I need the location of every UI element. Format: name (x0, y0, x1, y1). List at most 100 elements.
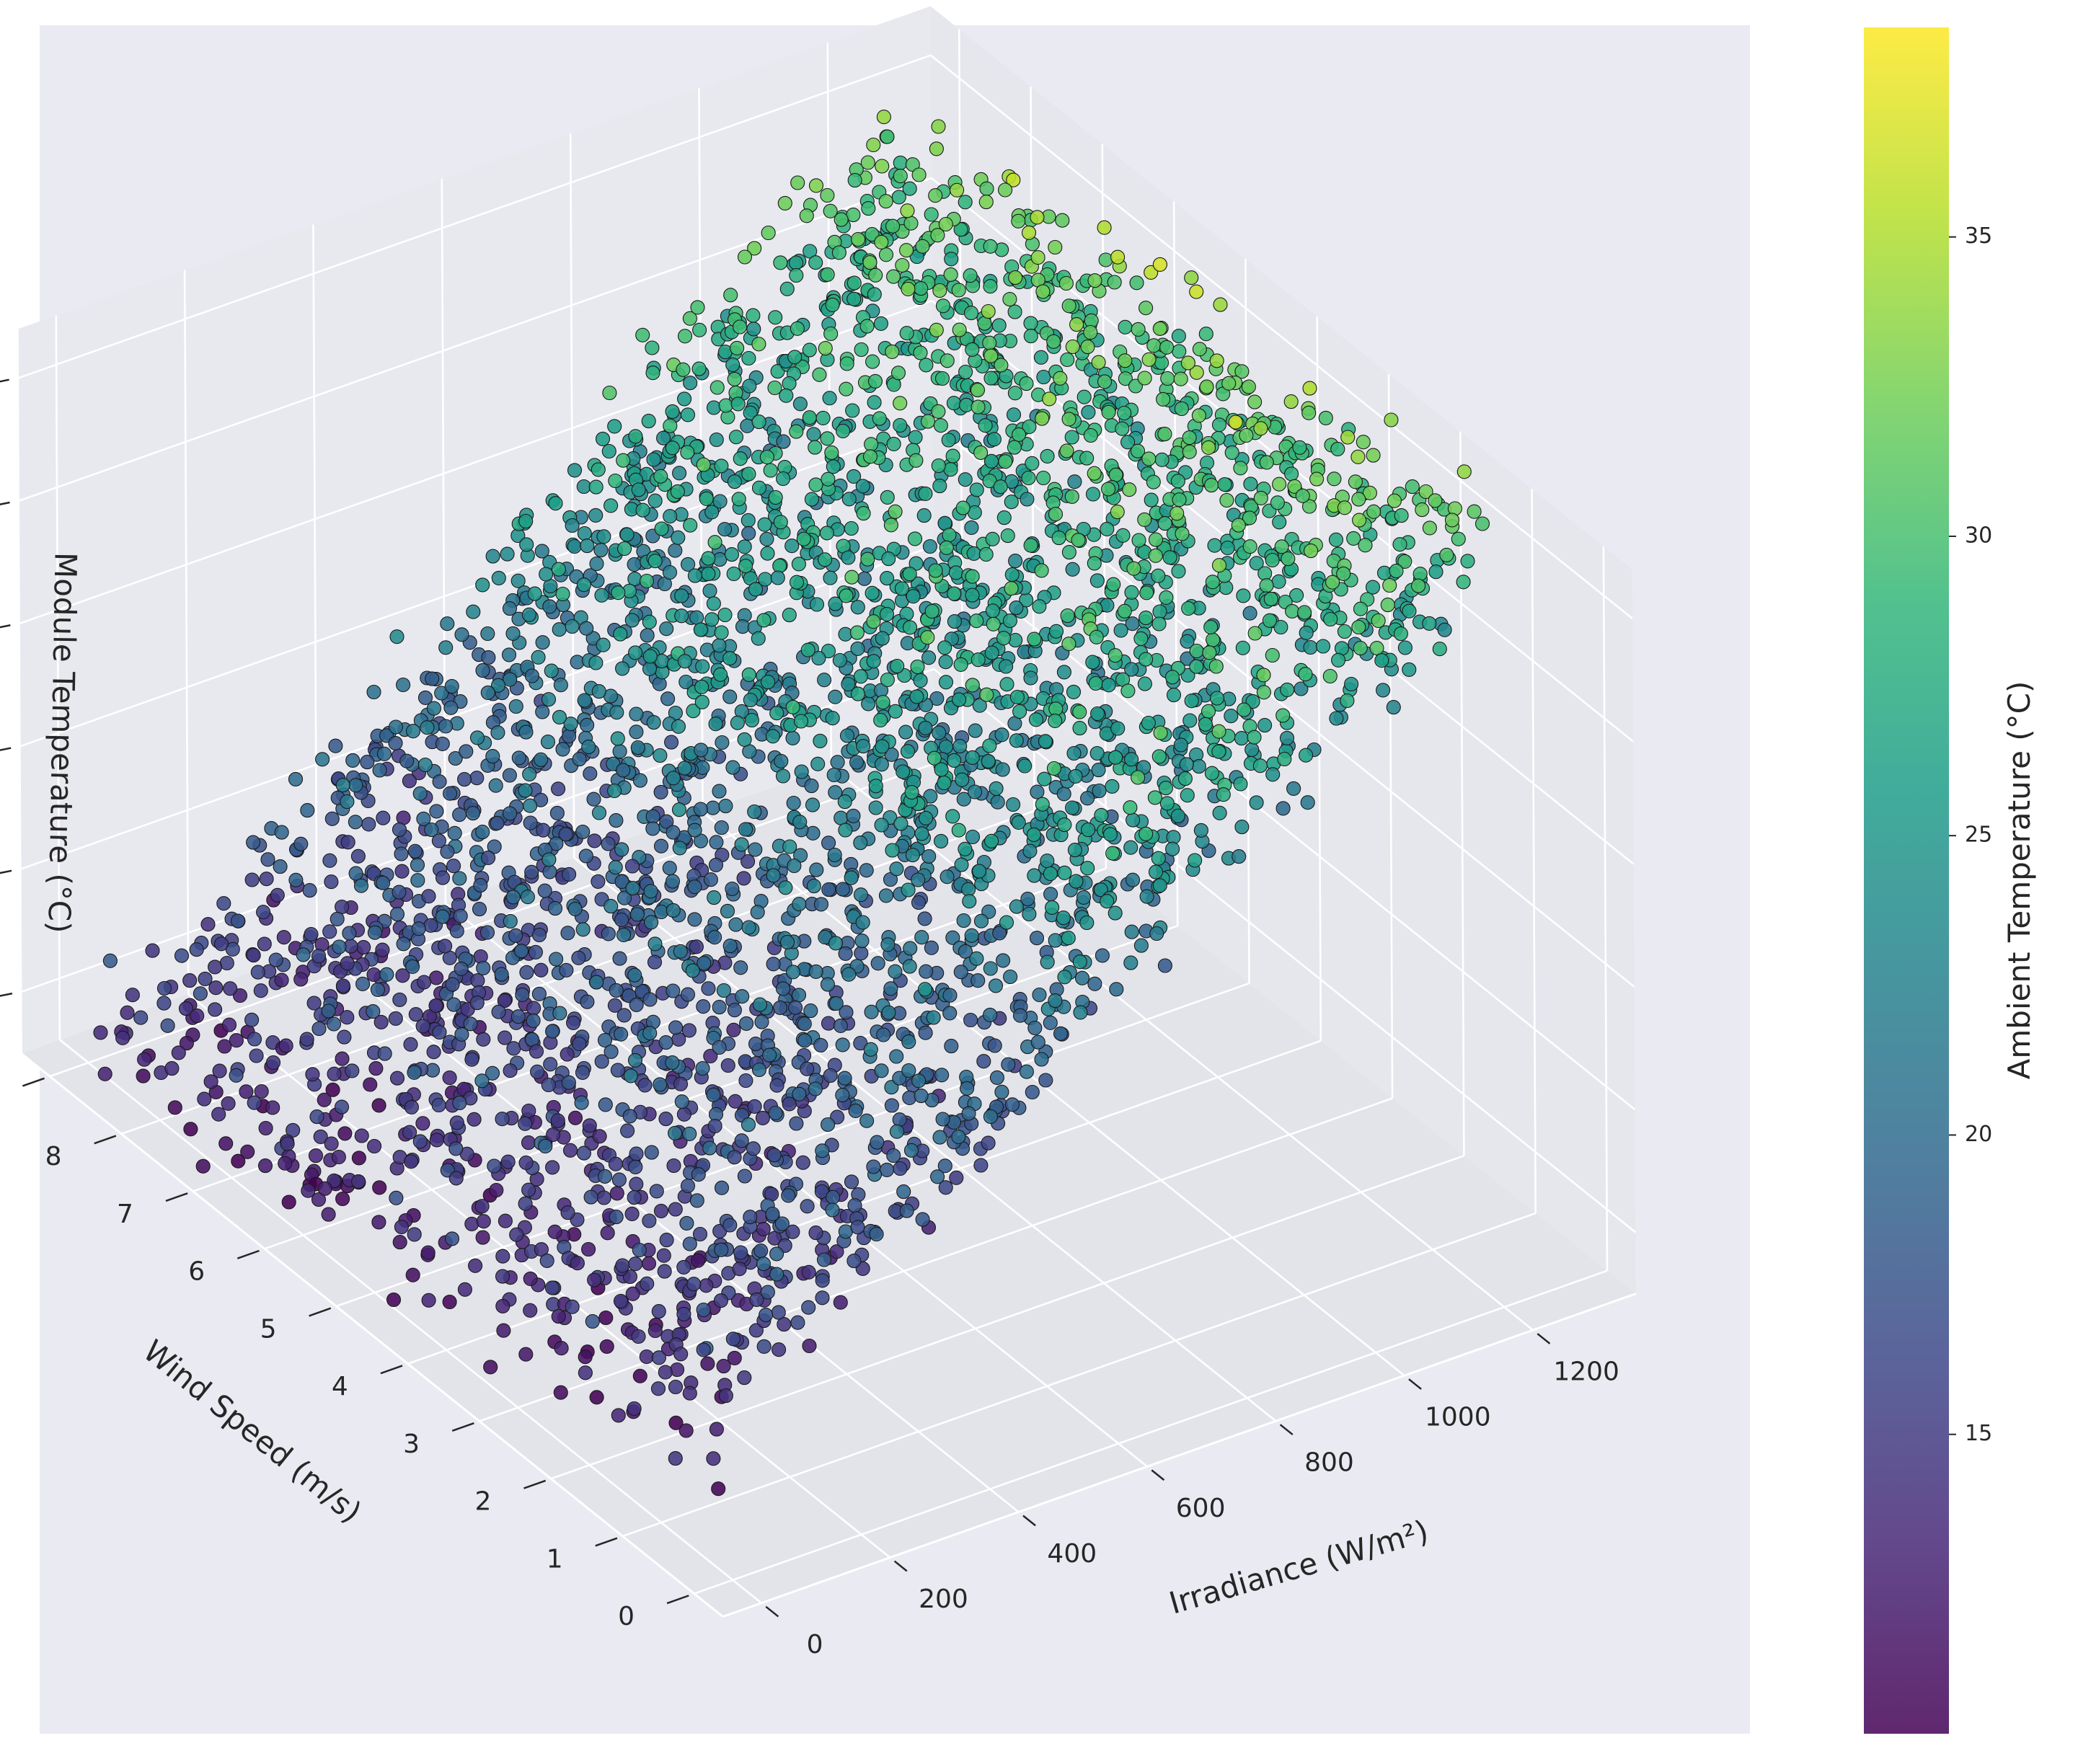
scatter-point (637, 1078, 653, 1093)
scatter-point (552, 1006, 567, 1021)
scatter-point (500, 1154, 516, 1169)
floor-pane (21, 730, 1636, 1617)
scatter-point (457, 1282, 472, 1297)
scatter-point (589, 556, 604, 572)
scatter-point (736, 871, 751, 886)
scatter-point (1043, 887, 1058, 902)
scatter-point (901, 281, 916, 296)
scatter-point (647, 954, 663, 970)
scatter-point (1020, 492, 1035, 507)
scatter-point (483, 1360, 498, 1375)
scatter-point (971, 399, 986, 415)
scatter-point (991, 318, 1007, 333)
scatter-point (1428, 564, 1443, 580)
scatter-point (902, 959, 917, 974)
scatter-point (360, 755, 375, 770)
scatter-point (983, 371, 999, 386)
scatter-point (889, 1049, 904, 1064)
scatter-point (772, 1000, 788, 1015)
scatter-point (1380, 598, 1395, 613)
scatter-point (716, 983, 731, 998)
scatter-point (354, 1128, 369, 1143)
scatter-point (878, 247, 894, 262)
scatter-point (1397, 554, 1412, 569)
scatter-point (969, 613, 984, 629)
scatter-point (905, 848, 920, 863)
scatter-point (519, 965, 534, 980)
scatter-point (687, 912, 702, 927)
scatter-point (472, 902, 487, 917)
scatter-point (302, 883, 317, 898)
scatter-point (1093, 882, 1108, 897)
scatter-point (701, 551, 716, 566)
scatter-point (1164, 670, 1180, 685)
scatter-point (668, 543, 683, 558)
scatter-point (850, 600, 865, 615)
scatter-point (325, 1082, 340, 1097)
scatter-point (317, 1181, 332, 1196)
scatter-point (937, 775, 952, 791)
scatter-point (782, 376, 797, 391)
scatter-point (983, 1007, 998, 1022)
scatter-point (687, 879, 702, 895)
scatter-point (707, 1118, 722, 1134)
scatter-point (587, 1272, 602, 1287)
scatter-point (934, 1068, 950, 1083)
scatter-point (609, 813, 624, 828)
y-tick-label: 4 (332, 1372, 348, 1401)
scatter-point (899, 326, 914, 341)
scatter-point (899, 243, 914, 258)
scatter-point (1009, 600, 1024, 616)
scatter-point (1022, 419, 1037, 435)
scatter-point (1154, 355, 1170, 371)
scatter-point (348, 778, 363, 793)
grid-line-z-back (19, 545, 934, 871)
scatter-point (921, 848, 937, 864)
scatter-point (985, 603, 1000, 619)
x-tick-mark (893, 1560, 908, 1572)
scatter-point (296, 947, 311, 962)
scatter-point (322, 924, 337, 939)
scatter-point (1139, 889, 1154, 904)
scatter-point (1189, 659, 1204, 674)
scatter-point (1038, 734, 1053, 749)
scatter-point (623, 1068, 638, 1083)
scatter-point (1272, 515, 1287, 530)
scatter-point (1340, 693, 1355, 709)
scatter-point (922, 538, 937, 554)
scatter-point (1242, 539, 1257, 554)
scatter-point (826, 767, 841, 783)
scatter-point (1300, 795, 1315, 810)
scatter-point (156, 996, 172, 1011)
scatter-point (1162, 550, 1177, 565)
scatter-point (850, 1220, 865, 1235)
scatter-point (1160, 371, 1175, 386)
scatter-point (1061, 637, 1076, 652)
scatter-point (628, 1256, 643, 1272)
scatter-point (664, 735, 679, 750)
y-tick-label: 6 (188, 1257, 205, 1287)
scatter-point (659, 621, 674, 637)
scatter-point (1094, 807, 1109, 823)
scatter-point (1023, 329, 1038, 344)
scatter-point (718, 1388, 733, 1404)
scatter-point (429, 804, 444, 819)
scatter-point (540, 735, 556, 750)
scatter-point (686, 704, 701, 719)
scatter-point (1066, 745, 1082, 761)
scatter-point (747, 804, 762, 820)
scatter-point (671, 719, 686, 734)
scatter-point (958, 944, 973, 959)
scatter-point (983, 239, 998, 254)
scatter-point (1337, 500, 1352, 515)
scatter-point (1130, 443, 1146, 458)
grid-line-y-floor (264, 925, 1178, 1250)
scatter-point (335, 778, 350, 793)
scatter-point (855, 915, 870, 930)
scatter-point (208, 1002, 223, 1017)
scatter-point (1247, 730, 1262, 745)
scatter-point (536, 823, 551, 838)
scatter-point (931, 404, 946, 419)
scatter-point (371, 1215, 386, 1230)
scatter-point (653, 1077, 668, 1092)
